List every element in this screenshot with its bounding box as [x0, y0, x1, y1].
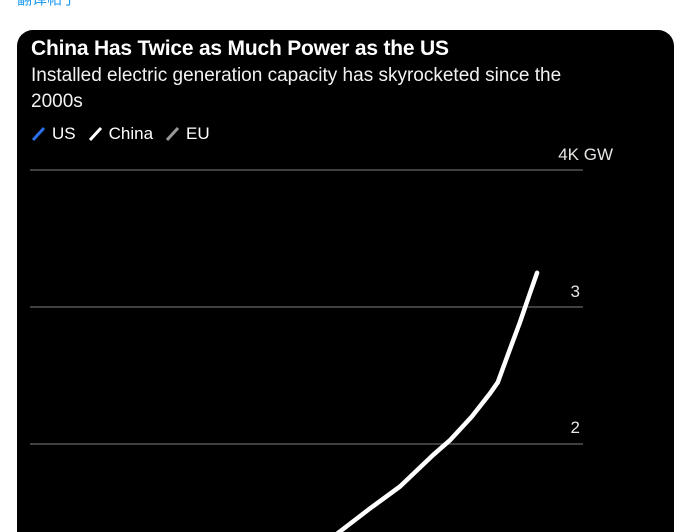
legend-item-china: China — [88, 124, 153, 144]
legend-label-china: China — [108, 124, 154, 143]
line-chart-plot — [335, 270, 540, 532]
chart-title: China Has Twice as Much Power as the US — [31, 37, 449, 60]
chart-subtitle: Installed electric generation capacity h… — [31, 65, 562, 112]
gridline-4k — [30, 169, 583, 171]
eu-slash-icon — [165, 126, 180, 142]
legend-item-us: US — [31, 124, 76, 144]
china-series-line — [335, 270, 540, 532]
china-slash-icon — [88, 126, 102, 142]
gridline-2k — [30, 443, 583, 445]
chart-image-card[interactable]: China Has Twice as Much Power as the US … — [17, 30, 674, 532]
translate-post-link[interactable]: 翻译帖子 — [17, 0, 77, 8]
legend-label-eu: EU — [186, 124, 210, 143]
chart-legend: US China EU — [31, 124, 210, 144]
us-slash-icon — [31, 126, 46, 142]
y-tick-label-4k-gw: 4K GW — [558, 145, 613, 164]
y-tick-label-3: 3 — [570, 282, 580, 301]
legend-label-us: US — [52, 124, 76, 143]
legend-item-eu: EU — [165, 124, 210, 144]
y-tick-label-2: 2 — [570, 418, 580, 437]
gridline-3k — [30, 306, 583, 308]
